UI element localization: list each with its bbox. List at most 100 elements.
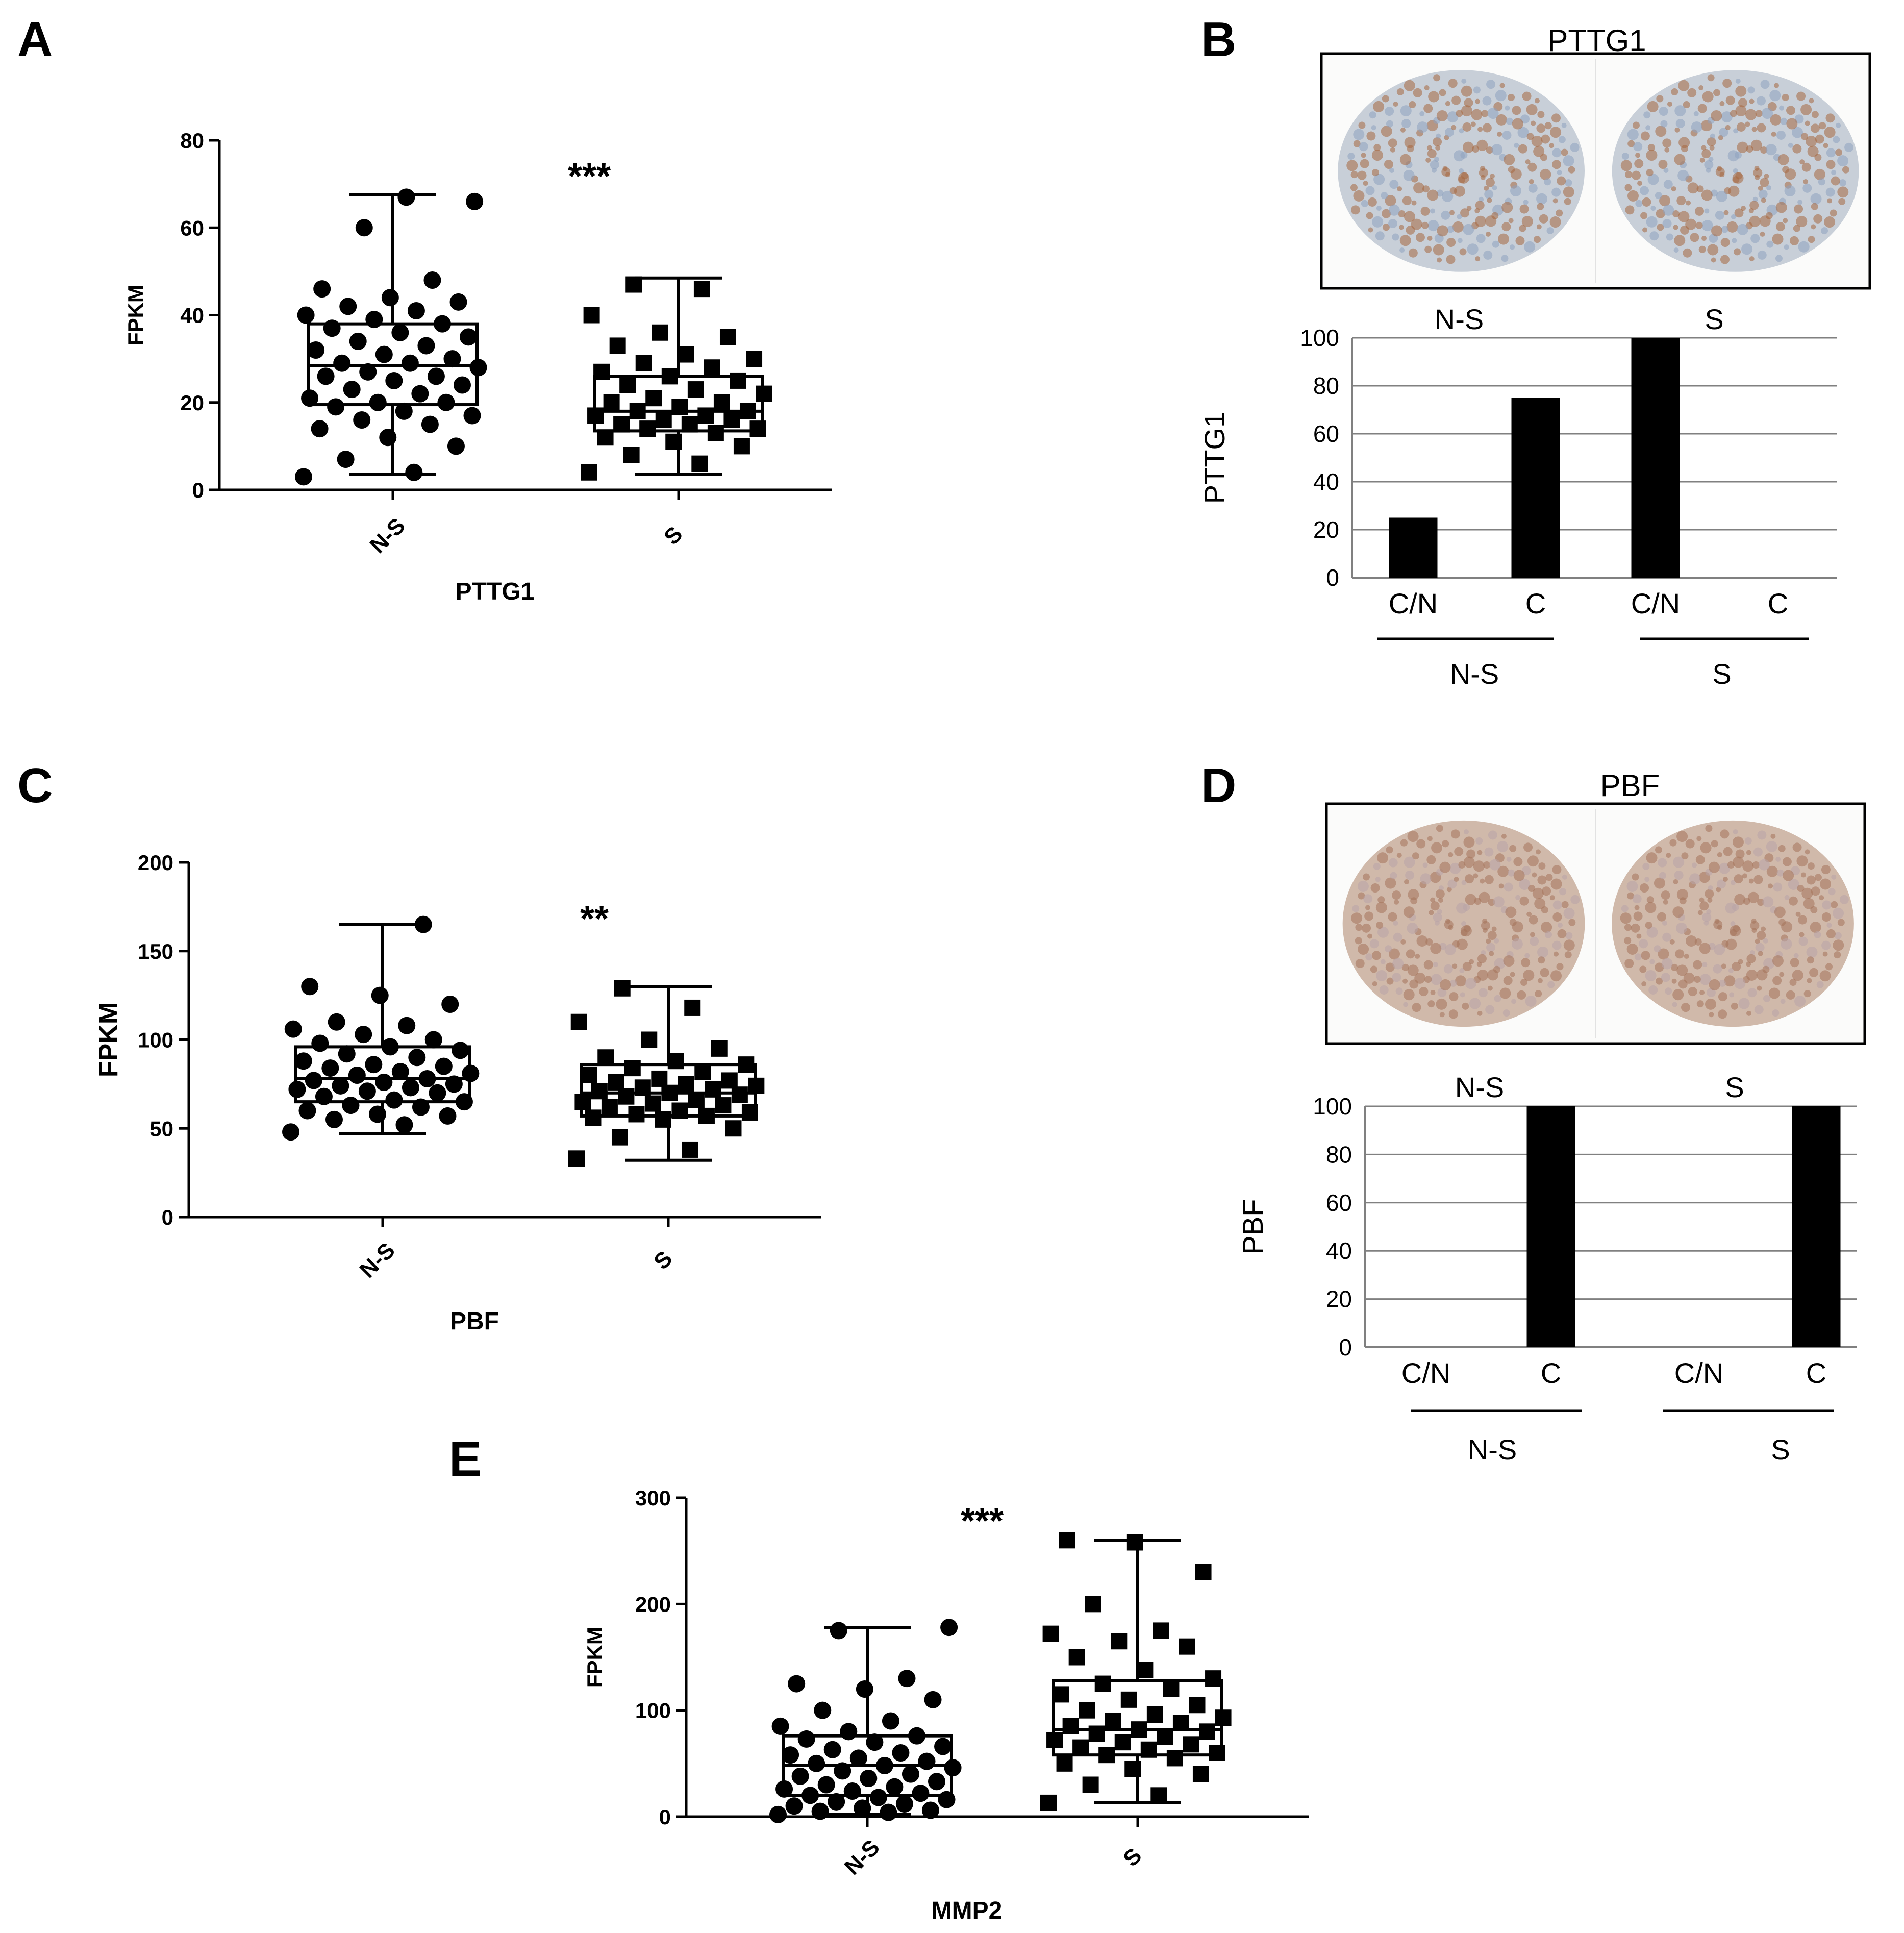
- tissue-speck: [1388, 858, 1398, 868]
- tissue-speck: [1822, 900, 1832, 910]
- tissue-speck: [1467, 243, 1479, 255]
- chart-title: PBF: [1600, 769, 1660, 803]
- tissue-speck: [1376, 970, 1388, 981]
- data-point: [725, 1120, 742, 1137]
- tissue-speck: [1486, 943, 1496, 952]
- tissue-speck: [1365, 953, 1373, 961]
- tissue-speck: [1737, 141, 1748, 153]
- data-point: [749, 420, 766, 437]
- tissue-speck: [1656, 209, 1665, 218]
- tissue-speck: [1642, 227, 1647, 233]
- tissue-speck: [1546, 227, 1554, 235]
- tissue-speck: [1655, 126, 1667, 137]
- tissue-speck: [1459, 968, 1465, 973]
- tissue-speck: [1370, 965, 1377, 973]
- tissue-speck: [1810, 922, 1821, 933]
- tissue-speck: [1771, 131, 1776, 137]
- tissue-speck: [1497, 233, 1509, 245]
- tissue-speck: [1750, 234, 1760, 243]
- tissue-speck: [1701, 220, 1713, 232]
- tissue-speck: [1408, 889, 1419, 901]
- data-point: [375, 1073, 393, 1091]
- tissue-speck: [1501, 833, 1507, 839]
- tissue-speck: [1518, 144, 1527, 154]
- tissue-speck: [1674, 127, 1680, 133]
- tissue-speck: [1501, 222, 1511, 232]
- tissue-speck: [1687, 88, 1697, 97]
- tissue-speck: [1779, 972, 1785, 977]
- tissue-speck: [1563, 186, 1574, 198]
- tissue-speck: [1537, 978, 1543, 983]
- data-point: [830, 1622, 847, 1640]
- tissue-speck: [1755, 938, 1760, 944]
- tissue-speck: [1697, 910, 1703, 915]
- tissue-speck: [1473, 86, 1481, 94]
- tissue-speck: [1526, 104, 1538, 115]
- data-point: [1124, 1761, 1141, 1777]
- tissue-speck: [1527, 855, 1539, 867]
- tissue-speck: [1746, 954, 1756, 963]
- tissue-speck: [1430, 989, 1436, 995]
- bar-chart-b: PTTG1 0 20 40 60 80 100 PTTG1 C/N C C/N C N-S N-S S S: [1198, 23, 1837, 690]
- data-point: [697, 407, 714, 424]
- tissue-speck: [1795, 911, 1801, 917]
- data-point: [1059, 1532, 1075, 1549]
- data-point: [407, 302, 425, 319]
- tissue-speck: [1666, 853, 1671, 858]
- tissue-speck: [1709, 145, 1715, 151]
- tissue-speck: [1744, 837, 1752, 845]
- data-point: [429, 1084, 446, 1102]
- tissue-speck: [1757, 123, 1766, 133]
- tissue-speck: [1530, 936, 1539, 946]
- tissue-speck: [1552, 865, 1562, 875]
- tissue-speck: [1714, 944, 1725, 955]
- tissue-speck: [1504, 882, 1513, 892]
- tissue-speck: [1750, 139, 1762, 151]
- tissue-speck: [1403, 906, 1415, 918]
- tissue-speck: [1753, 168, 1763, 178]
- tissue-speck: [1414, 972, 1426, 984]
- tissue-speck: [1683, 972, 1695, 984]
- tissue-speck: [1674, 235, 1686, 246]
- tissue-speck: [1662, 219, 1672, 229]
- data-point: [405, 463, 423, 481]
- data-point: [371, 986, 389, 1004]
- tissue-speck: [1786, 106, 1796, 115]
- tissue-speck: [1372, 216, 1384, 228]
- tissue-speck: [1399, 154, 1411, 165]
- tissue-speck: [1806, 946, 1818, 958]
- tissue-speck: [1624, 937, 1632, 945]
- tissue-speck: [1811, 886, 1820, 896]
- tissue-speck: [1702, 91, 1714, 103]
- tissue-speck: [1529, 915, 1538, 925]
- y-tick-label: 100: [1300, 325, 1339, 351]
- tissue-speck: [1663, 204, 1674, 216]
- tissue-speck: [1664, 147, 1670, 153]
- tissue-speck: [1487, 969, 1499, 981]
- tissue-speck: [1564, 951, 1572, 959]
- tissue-speck: [1758, 859, 1770, 871]
- tissue-speck: [1675, 923, 1687, 934]
- tissue-speck: [1491, 144, 1503, 156]
- tissue-speck: [1701, 149, 1711, 159]
- tissue-speck: [1655, 192, 1662, 200]
- tissue-speck: [1807, 145, 1819, 157]
- data-point: [423, 271, 441, 289]
- data-point: [688, 1092, 705, 1108]
- tissue-speck: [1729, 992, 1735, 998]
- tissue-speck: [1796, 91, 1806, 101]
- tissue-speck: [1366, 212, 1373, 219]
- data-point: [414, 915, 432, 933]
- tissue-speck: [1557, 176, 1566, 186]
- tissue-speck: [1836, 122, 1841, 128]
- tissue-speck: [1551, 160, 1561, 169]
- data-point: [332, 1077, 349, 1095]
- tissue-speck: [1502, 130, 1512, 140]
- tissue-speck: [1627, 190, 1639, 202]
- tissue-speck: [1792, 144, 1802, 154]
- tissue-speck: [1538, 862, 1546, 870]
- tissue-speck: [1736, 122, 1746, 132]
- tissue-speck: [1635, 153, 1641, 158]
- tissue-speck: [1564, 197, 1571, 205]
- tissue-speck: [1786, 990, 1795, 1000]
